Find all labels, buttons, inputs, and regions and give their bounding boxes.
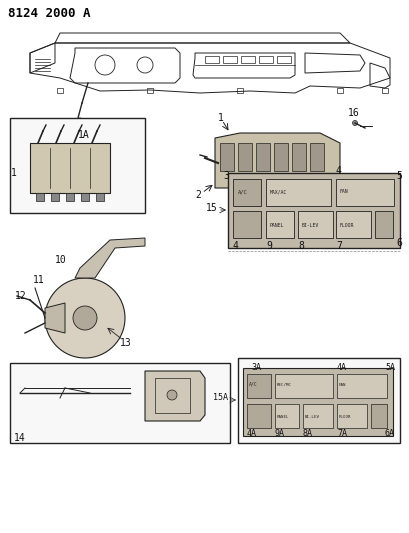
Bar	[232, 179, 261, 206]
Bar	[302, 404, 332, 428]
Text: 5A: 5A	[384, 364, 394, 373]
Bar	[10, 363, 229, 443]
Text: 15: 15	[205, 203, 217, 213]
Bar	[274, 374, 332, 398]
Bar	[274, 404, 298, 428]
Bar	[309, 143, 323, 171]
Bar	[265, 179, 330, 206]
Bar	[335, 211, 370, 238]
Bar	[246, 374, 270, 398]
Text: 1: 1	[218, 113, 223, 123]
Bar	[273, 143, 287, 171]
Bar	[222, 56, 236, 63]
Bar	[147, 88, 153, 93]
Bar	[243, 368, 392, 436]
Text: 11: 11	[33, 275, 45, 285]
Bar	[255, 143, 270, 171]
Text: 8124 2000 A: 8124 2000 A	[8, 6, 90, 20]
Text: FLOOR: FLOOR	[339, 223, 353, 228]
Text: 3A: 3A	[250, 364, 261, 373]
Text: 4: 4	[335, 166, 341, 176]
Bar	[297, 211, 332, 238]
Text: 1A: 1A	[78, 130, 90, 140]
Text: 4A: 4A	[336, 364, 346, 373]
Bar	[336, 88, 342, 93]
Text: FAN: FAN	[339, 189, 348, 194]
Bar	[246, 404, 270, 428]
Polygon shape	[214, 133, 339, 188]
Bar	[240, 56, 254, 63]
Text: REC/MC: REC/MC	[276, 383, 291, 387]
Bar	[30, 143, 110, 193]
Bar	[237, 143, 252, 171]
Text: 10: 10	[55, 255, 67, 265]
Circle shape	[73, 306, 97, 330]
Text: 8A: 8A	[302, 430, 312, 439]
Text: FLOOR: FLOOR	[338, 415, 351, 419]
Text: 15A: 15A	[213, 393, 227, 402]
Text: 3: 3	[222, 171, 228, 181]
Text: 7: 7	[335, 241, 341, 251]
Text: 6: 6	[395, 238, 401, 248]
Text: MAX/AC: MAX/AC	[270, 189, 287, 194]
Polygon shape	[145, 371, 204, 421]
Polygon shape	[45, 303, 65, 333]
Bar	[381, 88, 387, 93]
Bar	[265, 211, 293, 238]
Bar	[336, 404, 366, 428]
Bar	[370, 404, 386, 428]
Text: BI-LEV: BI-LEV	[301, 223, 319, 228]
Text: 4: 4	[232, 241, 238, 251]
Text: 9A: 9A	[274, 430, 284, 439]
Text: 12: 12	[15, 291, 27, 301]
Bar	[276, 56, 290, 63]
Bar	[81, 193, 89, 201]
Bar	[227, 173, 399, 248]
Bar	[66, 193, 74, 201]
Bar	[291, 143, 305, 171]
Bar	[155, 378, 189, 413]
Text: 6A: 6A	[384, 430, 394, 439]
Circle shape	[45, 278, 125, 358]
Text: 7A: 7A	[336, 430, 346, 439]
Text: 1: 1	[11, 168, 17, 178]
Text: 13: 13	[120, 338, 131, 348]
Bar	[236, 88, 243, 93]
Text: A/C: A/C	[248, 382, 257, 387]
Text: 2: 2	[195, 190, 200, 200]
Bar	[336, 374, 386, 398]
Text: BI-LEV: BI-LEV	[304, 415, 319, 419]
Bar	[10, 118, 145, 213]
Text: PANEL: PANEL	[270, 223, 284, 228]
Text: 4A: 4A	[246, 430, 256, 439]
Bar	[258, 56, 272, 63]
Bar	[96, 193, 104, 201]
Bar	[237, 358, 399, 443]
Bar	[204, 56, 218, 63]
Bar	[36, 193, 44, 201]
Text: 14: 14	[14, 433, 26, 443]
Text: 16: 16	[347, 108, 359, 118]
Circle shape	[352, 120, 357, 125]
Bar	[374, 211, 392, 238]
Bar	[335, 179, 393, 206]
Text: 8: 8	[297, 241, 303, 251]
Text: 9: 9	[265, 241, 271, 251]
Bar	[51, 193, 59, 201]
Bar	[220, 143, 234, 171]
Bar	[57, 88, 63, 93]
Text: A/C: A/C	[237, 189, 247, 194]
Text: PANEL: PANEL	[276, 415, 289, 419]
Bar	[232, 211, 261, 238]
Text: 5: 5	[395, 171, 401, 181]
Polygon shape	[75, 238, 145, 278]
Circle shape	[166, 390, 177, 400]
Text: FAN: FAN	[338, 383, 346, 387]
